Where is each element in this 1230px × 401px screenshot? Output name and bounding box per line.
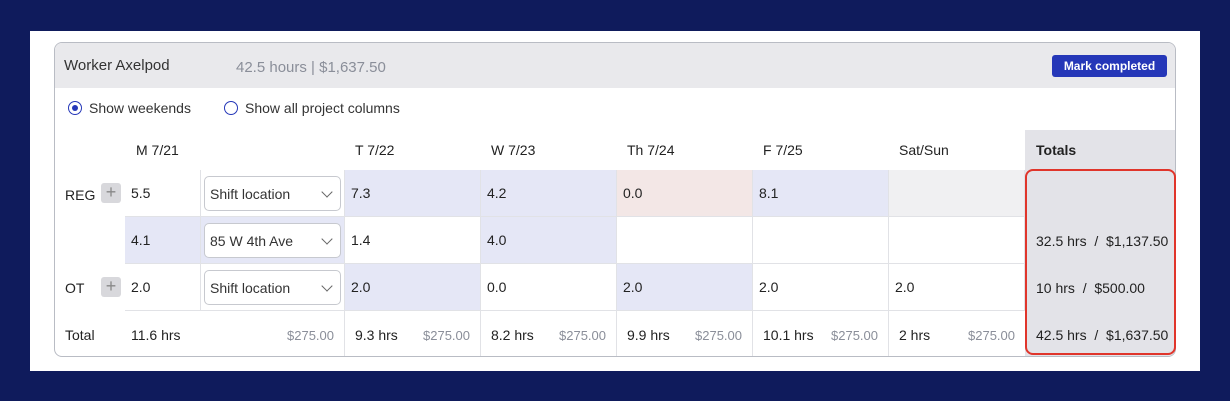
col-header-tue: T 7/22 xyxy=(355,142,395,158)
total-row-label: Total xyxy=(65,327,95,343)
total-fri-hours: 10.1 hrs xyxy=(763,327,814,343)
show-weekends-option[interactable]: Show weekends xyxy=(68,100,191,116)
view-options: Show weekends Show all project columns xyxy=(55,88,1175,130)
chevron-down-icon xyxy=(321,186,333,198)
chevron-down-icon xyxy=(321,233,333,245)
total-weekend-amount: $275.00 xyxy=(968,328,1015,343)
add-ot-row-icon[interactable]: + xyxy=(101,277,121,297)
chevron-down-icon xyxy=(321,280,333,292)
total-weekend-cell: 2 hrs $275.00 xyxy=(889,311,1025,356)
reg2-fri-hours[interactable] xyxy=(753,217,889,264)
total-mon-amount: $275.00 xyxy=(287,328,334,343)
reg1-mon-hours[interactable]: 5.5 xyxy=(125,170,201,217)
ot-tue-hours[interactable]: 2.0 xyxy=(345,264,481,311)
total-thu-hours: 9.9 hrs xyxy=(627,327,670,343)
reg1-wed-hours[interactable]: 4.2 xyxy=(481,170,617,217)
reg1-location-value: Shift location xyxy=(210,185,291,202)
total-wed-amount: $275.00 xyxy=(559,328,606,343)
total-weekend-hours: 2 hrs xyxy=(899,327,931,343)
reg1-fri-hours[interactable]: 8.1 xyxy=(753,170,889,217)
col-header-wed: W 7/23 xyxy=(491,142,536,158)
ot-weekend-hours[interactable]: 2.0 xyxy=(889,264,1025,311)
timesheet-grid: M 7/21 T 7/22 W 7/23 Th 7/24 F 7/25 Sat/… xyxy=(55,130,1175,356)
grand-total: 42.5 hrs / $1,637.50 xyxy=(1036,327,1169,343)
total-thu-amount: $275.00 xyxy=(695,328,742,343)
col-header-thu: Th 7/24 xyxy=(627,142,675,158)
show-weekends-label: Show weekends xyxy=(89,100,191,116)
col-header-weekend: Sat/Sun xyxy=(899,142,949,158)
ot-mon-hours[interactable]: 2.0 xyxy=(125,264,201,311)
reg-row-label: REG xyxy=(65,187,96,203)
col-header-mon: M 7/21 xyxy=(136,142,179,158)
reg2-tue-hours[interactable]: 1.4 xyxy=(345,217,481,264)
reg2-wed-hours[interactable]: 4.0 xyxy=(481,217,617,264)
total-tue-cell: 9.3 hrs $275.00 xyxy=(345,311,481,356)
reg-totals: 32.5 hrs / $1,137.50 xyxy=(1036,233,1169,249)
total-thu-cell: 9.9 hrs $275.00 xyxy=(617,311,753,356)
total-fri-cell: 10.1 hrs $275.00 xyxy=(753,311,889,356)
ot-location-select[interactable]: Shift location xyxy=(204,270,341,305)
reg2-location-value: 85 W 4th Ave xyxy=(210,232,294,249)
show-all-project-columns-radio[interactable] xyxy=(224,101,238,115)
total-fri-amount: $275.00 xyxy=(831,328,878,343)
totals-column xyxy=(1025,130,1175,356)
ot-location-value: Shift location xyxy=(210,279,291,296)
col-header-fri: F 7/25 xyxy=(763,142,803,158)
total-mon-cell: 11.6 hrs $275.00 xyxy=(125,311,345,356)
total-mon-hours: 11.6 hrs xyxy=(131,327,181,343)
col-header-totals: Totals xyxy=(1036,142,1077,158)
show-all-project-columns-option[interactable]: Show all project columns xyxy=(224,100,400,116)
reg2-location-select[interactable]: 85 W 4th Ave xyxy=(204,223,341,258)
reg2-weekend-hours[interactable] xyxy=(889,217,1025,264)
total-tue-hours: 9.3 hrs xyxy=(355,327,398,343)
total-tue-amount: $275.00 xyxy=(423,328,470,343)
ot-totals: 10 hrs / $500.00 xyxy=(1036,280,1145,296)
worker-summary: 42.5 hours | $1,637.50 xyxy=(236,59,386,76)
card-header: Worker Axelpod 42.5 hours | $1,637.50 Ma… xyxy=(55,43,1175,88)
worker-name: Worker Axelpod xyxy=(64,57,170,74)
mark-completed-button[interactable]: Mark completed xyxy=(1052,55,1167,77)
reg1-thu-hours[interactable]: 0.0 xyxy=(617,170,753,217)
ot-row-label: OT xyxy=(65,280,85,296)
reg2-mon-hours[interactable]: 4.1 xyxy=(125,217,201,264)
reg1-location-select[interactable]: Shift location xyxy=(204,176,341,211)
worker-card: Worker Axelpod 42.5 hours | $1,637.50 Ma… xyxy=(54,42,1176,357)
show-all-project-columns-label: Show all project columns xyxy=(245,100,400,116)
ot-wed-hours[interactable]: 0.0 xyxy=(481,264,617,311)
reg1-weekend-hours[interactable] xyxy=(889,170,1025,217)
show-weekends-radio[interactable] xyxy=(68,101,82,115)
app-frame: Worker Axelpod 42.5 hours | $1,637.50 Ma… xyxy=(30,31,1200,371)
total-wed-cell: 8.2 hrs $275.00 xyxy=(481,311,617,356)
ot-thu-hours[interactable]: 2.0 xyxy=(617,264,753,311)
ot-fri-hours[interactable]: 2.0 xyxy=(753,264,889,311)
total-wed-hours: 8.2 hrs xyxy=(491,327,534,343)
add-reg-row-icon[interactable]: + xyxy=(101,183,121,203)
reg1-mon-location-cell xyxy=(201,170,345,217)
ot-mon-location-cell xyxy=(201,264,345,311)
reg1-tue-hours[interactable]: 7.3 xyxy=(345,170,481,217)
reg2-thu-hours[interactable] xyxy=(617,217,753,264)
